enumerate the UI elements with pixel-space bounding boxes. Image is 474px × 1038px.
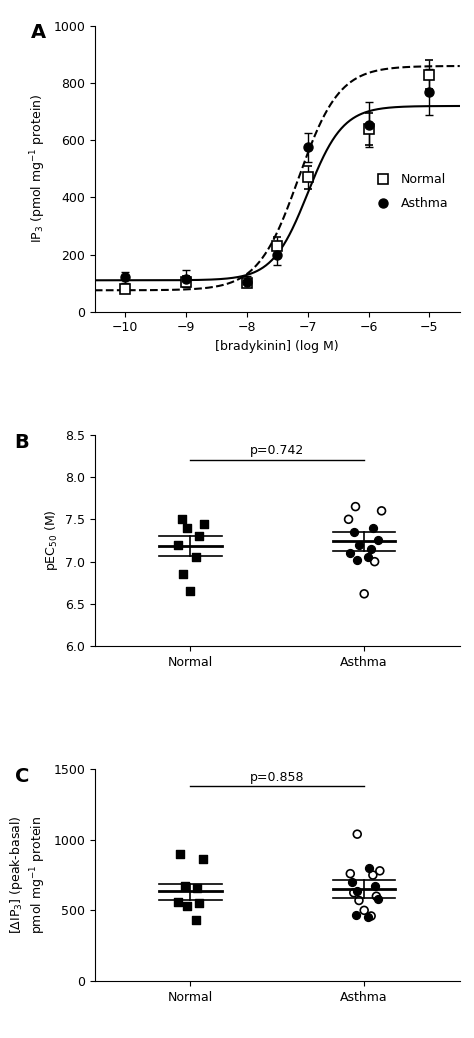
Text: p=0.858: p=0.858 xyxy=(250,771,304,784)
Point xyxy=(199,850,206,867)
Point xyxy=(355,893,363,909)
Point xyxy=(180,566,187,582)
Point xyxy=(367,541,375,557)
Point xyxy=(350,524,357,541)
Point xyxy=(201,515,208,531)
Point xyxy=(174,894,182,910)
Point xyxy=(373,887,380,904)
Point xyxy=(367,907,375,924)
Point xyxy=(192,549,200,566)
Point xyxy=(345,511,352,527)
Point xyxy=(374,532,382,549)
Text: p=0.742: p=0.742 xyxy=(250,444,304,458)
Point xyxy=(374,891,382,907)
Text: C: C xyxy=(15,767,29,786)
Point xyxy=(195,528,203,545)
X-axis label: [bradykinin] (log M): [bradykinin] (log M) xyxy=(216,340,339,353)
Point xyxy=(193,879,201,896)
Y-axis label: pEC$_{50}$ (M): pEC$_{50}$ (M) xyxy=(43,510,60,571)
Point xyxy=(360,585,368,602)
Text: B: B xyxy=(15,433,29,452)
Point xyxy=(346,545,354,562)
Point xyxy=(187,583,194,600)
Point xyxy=(183,519,191,536)
Point xyxy=(355,537,363,553)
Point xyxy=(354,551,361,568)
Point xyxy=(350,884,357,901)
Point xyxy=(352,498,359,515)
Point xyxy=(364,549,372,566)
Legend: Normal, Asthma: Normal, Asthma xyxy=(366,168,454,215)
Y-axis label: IP$_3$ (pmol mg$^{-1}$ protein): IP$_3$ (pmol mg$^{-1}$ protein) xyxy=(28,94,48,244)
Point xyxy=(183,898,191,914)
Point xyxy=(178,511,185,527)
Point xyxy=(376,863,383,879)
Point xyxy=(352,906,359,923)
Point xyxy=(346,866,354,882)
Point xyxy=(371,878,378,895)
Point xyxy=(176,846,184,863)
Point xyxy=(195,895,203,911)
Point xyxy=(354,882,361,899)
Point xyxy=(360,902,368,919)
Point xyxy=(364,908,372,925)
Text: A: A xyxy=(31,23,46,43)
Point xyxy=(369,519,377,536)
Point xyxy=(371,553,378,570)
Y-axis label: [ΔIP$_3$] (peak-basal)
pmol mg$^{-1}$ protein: [ΔIP$_3$] (peak-basal) pmol mg$^{-1}$ pr… xyxy=(8,816,48,934)
Point xyxy=(174,537,182,553)
Point xyxy=(348,874,356,891)
Point xyxy=(182,878,189,895)
Point xyxy=(192,912,200,929)
Point xyxy=(354,826,361,843)
Point xyxy=(365,859,373,876)
Point xyxy=(378,502,385,519)
Point xyxy=(369,867,377,883)
